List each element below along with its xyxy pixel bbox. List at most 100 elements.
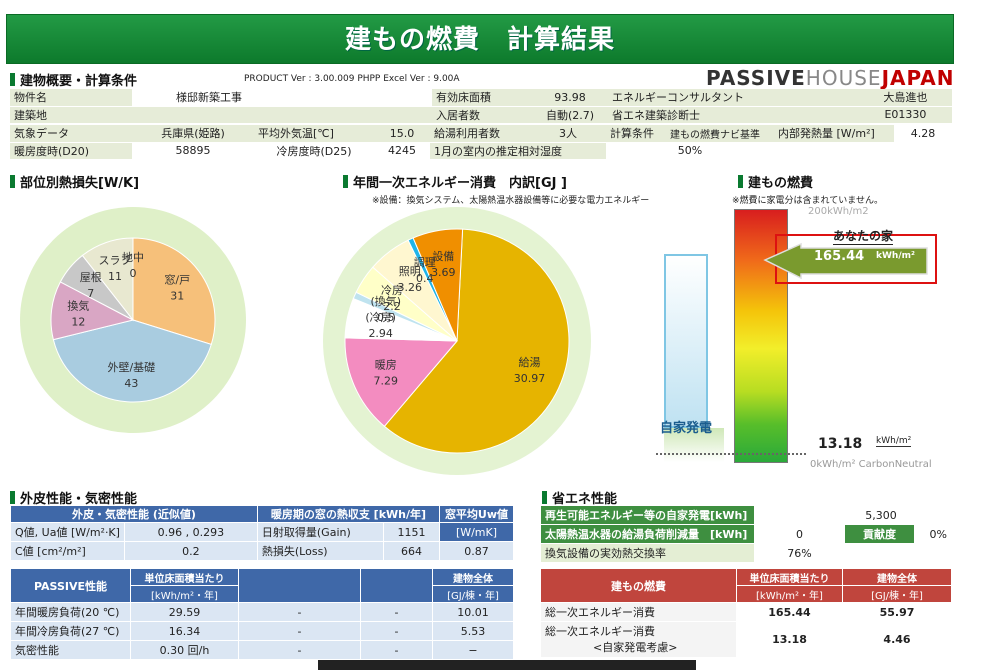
self-generation-base (664, 428, 724, 462)
fuel-table: 建もの燃費 単位床面積当たり 建物全体 [kWh/m²・年] [GJ/棟・年] … (540, 568, 952, 658)
cell: 兵庫県(姫路) (132, 125, 254, 143)
header-cell: 建物全体 (432, 568, 514, 586)
envelope-title: 外皮性能・気密性能 (10, 488, 137, 507)
slice-value: 0 (130, 267, 137, 280)
bottom-bar (318, 660, 696, 670)
slice-value: 7 (87, 287, 94, 300)
passive-house-japan-logo: PASSIVEHOUSEJAPAN (706, 66, 955, 90)
slice-label: 暖房 (375, 359, 397, 372)
cell: 93.98 (532, 89, 608, 107)
slice-label: (換気) (370, 294, 401, 308)
cell: 暖房度時(D20) (10, 142, 132, 160)
conditions-table: 物件名 様邸新築工事 有効床面積 93.98 エネルギーコンサルタント 大島進也… (10, 89, 952, 124)
header-cell (238, 568, 361, 603)
saving-table: 再生可能エネルギー等の自家発電[kWh] 5,300 太陽熱温水器の給湯負荷削減… (540, 505, 952, 563)
cell: 0.96 , 0.293 (123, 522, 258, 542)
slice-label: (冷房) (365, 311, 396, 324)
cell: 0 (754, 524, 845, 544)
cell: 日射取得量(Gain) (256, 522, 385, 542)
header-cell (360, 568, 433, 603)
cell: 0% (914, 524, 952, 544)
cell-line-2: <自家発電考慮> (593, 640, 678, 654)
saving-title: 省エネ性能 (542, 488, 617, 507)
self-generation-bar (664, 254, 708, 428)
pie-slice (132, 237, 216, 346)
cell: 気密性能 (10, 640, 131, 660)
cell: 50% (606, 142, 774, 160)
cell: [W/mK] (439, 522, 514, 542)
slice-label: 照明 (399, 265, 421, 278)
cell: 太陽熱温水器の給湯負荷削減量 [kWh] (540, 524, 755, 544)
cell: 有効床面積 (432, 89, 532, 107)
header-cell: 窓平均Uw値 (439, 505, 514, 523)
header-cell: PASSIVE性能 (10, 568, 131, 603)
slice-label: 換気 (67, 298, 89, 312)
cell: - (360, 621, 433, 641)
slice-label: 地中 (122, 251, 144, 264)
slice-label: 外壁/基礎 (107, 360, 155, 374)
slice-value: 12 (71, 315, 85, 328)
cell: 年間暖房負荷(20 ℃) (10, 602, 131, 622)
cell: 換気設備の実効熱交換率 (540, 543, 755, 563)
cell: 0.2 (123, 541, 258, 561)
cell: - (238, 640, 361, 660)
cell: 建もの燃費ナビ基準 (666, 125, 774, 143)
carbon-neutral-label: 0kWh/m² CarbonNeutral (810, 459, 932, 470)
cell: E01330 (858, 106, 952, 124)
cell: 総一次エネルギー消費 (540, 602, 737, 622)
cell (844, 543, 952, 563)
cell: 建築地 (10, 106, 132, 124)
header-cell: 単位床面積当たり (736, 568, 843, 586)
slice-label: 屋根 (80, 270, 102, 284)
slice-value: 31 (170, 289, 184, 302)
cell: 貢献度 (844, 524, 915, 544)
header-cell: [GJ/棟・年] (432, 585, 514, 603)
cell: 計算条件 (606, 125, 666, 143)
cell: 様邸新築工事 (132, 89, 432, 107)
cell (132, 106, 432, 124)
cell: 76% (754, 543, 845, 563)
logo-part-1: PASSIVE (706, 66, 806, 90)
passive-table: PASSIVE性能 単位床面積当たり 建物全体 [kWh/m²・年] [GJ/棟… (10, 568, 514, 660)
cell: 58895 (132, 142, 254, 160)
gauge-bottom-unit: kWh/m² (876, 436, 912, 447)
cell: 省エネ建築診断士 (608, 106, 859, 124)
cell: 13.18 (736, 621, 843, 658)
slice-value: 43 (124, 377, 138, 390)
cell: 内部発熱量 [W/m²] (774, 125, 894, 143)
logo-part-3: JAPAN (881, 66, 955, 90)
cell: 3人 (530, 125, 606, 143)
pie-slice (344, 337, 459, 427)
header-cell: [kWh/m²・年] (736, 585, 843, 603)
your-house-unit: kWh/m² (876, 251, 915, 261)
pie-slice (412, 228, 464, 342)
cell: 1月の室内の推定相対湿度 (430, 142, 606, 160)
cell: 10.01 (432, 602, 514, 622)
cell: 4.28 (894, 125, 952, 143)
slice-value: 30.97 (514, 372, 546, 385)
gauge-top-label: 200kWh/m2 (808, 206, 869, 217)
cell: 0.87 (439, 541, 514, 561)
fuel-gauge-bar (734, 209, 788, 463)
cell: 4.46 (842, 621, 952, 658)
slice-label: 冷房 (381, 284, 403, 297)
slice-value: 11 (108, 270, 122, 283)
slice-label: 給湯 (519, 355, 541, 369)
cell: 5.53 (432, 621, 514, 641)
building-section-title: 建物概要・計算条件 (10, 70, 137, 89)
slice-label: スラブ (99, 253, 132, 267)
header-cell: 建物全体 (842, 568, 952, 586)
energy-note: ※設備：換気システム、太陽熱温水器設備等に必要な電力エネルギー (372, 196, 650, 206)
fuel-note: ※燃費に家電分は含まれていません。 (732, 196, 884, 206)
cell: 入居者数 (432, 106, 532, 124)
cell: C値 [cm²/m²] (10, 541, 125, 561)
cell: エネルギーコンサルタント (608, 89, 859, 107)
cell: − (432, 640, 514, 660)
pie-slice (52, 319, 212, 403)
cell: 664 (383, 541, 440, 561)
cell: 大島進也 (858, 89, 952, 107)
energy-pie-chart: 給湯 30.97 暖房 7.29 (冷房) 2.94 (換気) 0.5 冷房 2.2 照明 3.26 調… (323, 207, 591, 475)
header-cell: 外皮・気密性能 (近似値) (10, 505, 258, 523)
your-house-arrow (763, 242, 928, 280)
